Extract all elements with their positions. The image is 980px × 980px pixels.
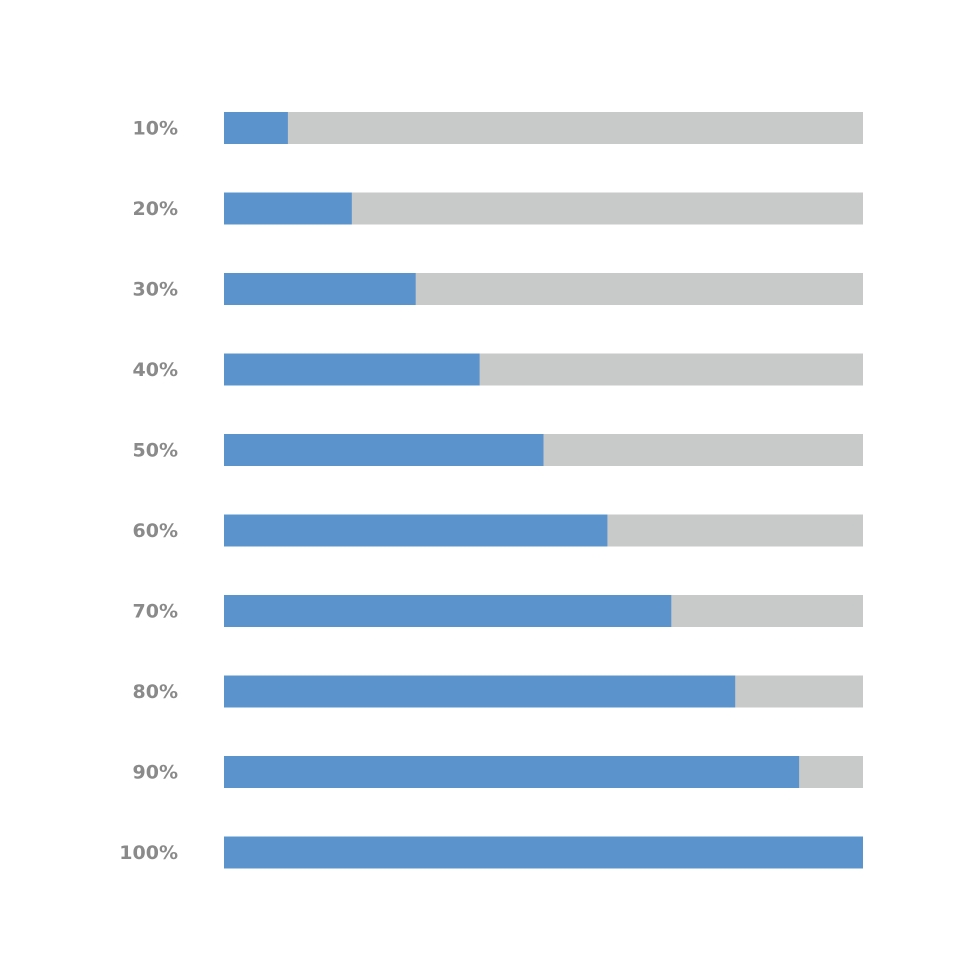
- value-label: 80%: [133, 681, 178, 703]
- bar: [224, 353, 480, 386]
- value-label: 40%: [133, 359, 178, 381]
- value-label: 10%: [133, 118, 178, 140]
- value-label: 20%: [133, 198, 178, 220]
- bar: [224, 434, 544, 466]
- bar-track: [224, 112, 863, 144]
- bar: [224, 595, 672, 627]
- value-label: 50%: [133, 440, 178, 462]
- bar: [224, 112, 288, 144]
- bar: [224, 514, 608, 547]
- value-label: 30%: [133, 279, 178, 301]
- value-label: 70%: [133, 601, 178, 623]
- bar: [224, 675, 736, 708]
- value-label: 100%: [119, 842, 178, 864]
- bar: [224, 192, 352, 225]
- value-label: 90%: [133, 762, 178, 784]
- bar: [224, 273, 416, 305]
- value-label: 60%: [133, 520, 178, 542]
- bar: [224, 836, 863, 869]
- bar: [224, 756, 800, 788]
